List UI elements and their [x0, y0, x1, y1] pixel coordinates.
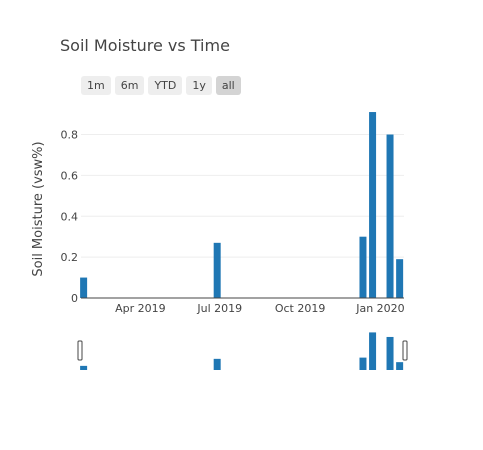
rangeslider-bar — [359, 357, 367, 370]
rangeslider-bar — [80, 365, 88, 370]
y-tick-label: 0.2 — [61, 251, 79, 264]
bar-series — [80, 112, 404, 298]
x-tick-label: Jul 2019 — [196, 302, 242, 315]
bar — [80, 277, 88, 298]
x-tick-label: Apr 2019 — [115, 302, 166, 315]
bar — [359, 236, 367, 298]
bar — [386, 134, 394, 298]
y-tick-label: 0.4 — [61, 210, 79, 223]
y-tick-label: 0.8 — [61, 129, 79, 142]
range-button-1m[interactable]: 1m — [81, 76, 111, 95]
y-gridlines — [81, 134, 404, 258]
bar — [213, 242, 221, 298]
rangeslider-bar — [396, 362, 404, 370]
x-tick-label: Oct 2019 — [275, 302, 326, 315]
y-tick-label: 0 — [71, 292, 78, 305]
rangeslider-bar — [213, 358, 221, 370]
range-selector: 1m 6m YTD 1y all — [81, 76, 241, 95]
rangeslider-bar — [369, 332, 377, 370]
y-tick-labels: 0 0.2 0.4 0.6 0.8 — [61, 129, 79, 305]
bar — [396, 259, 404, 298]
rangeslider-bar — [386, 336, 394, 370]
range-button-ytd[interactable]: YTD — [148, 76, 183, 95]
rangeslider-right-handle[interactable] — [402, 340, 408, 361]
x-tick-label: Jan 2020 — [355, 302, 404, 315]
range-button-1y[interactable]: 1y — [186, 76, 212, 95]
chart-title: Soil Moisture vs Time — [60, 36, 230, 55]
bar — [369, 112, 377, 298]
y-tick-label: 0.6 — [61, 169, 79, 182]
rangeslider-left-handle[interactable] — [77, 340, 83, 361]
range-button-all[interactable]: all — [215, 76, 241, 95]
range-slider[interactable] — [77, 332, 408, 370]
x-tick-labels: Apr 2019 Jul 2019 Oct 2019 Jan 2020 — [115, 302, 405, 315]
range-button-6m[interactable]: 6m — [114, 76, 145, 95]
y-axis-label: Soil Moisture (vsw%) — [31, 141, 46, 276]
